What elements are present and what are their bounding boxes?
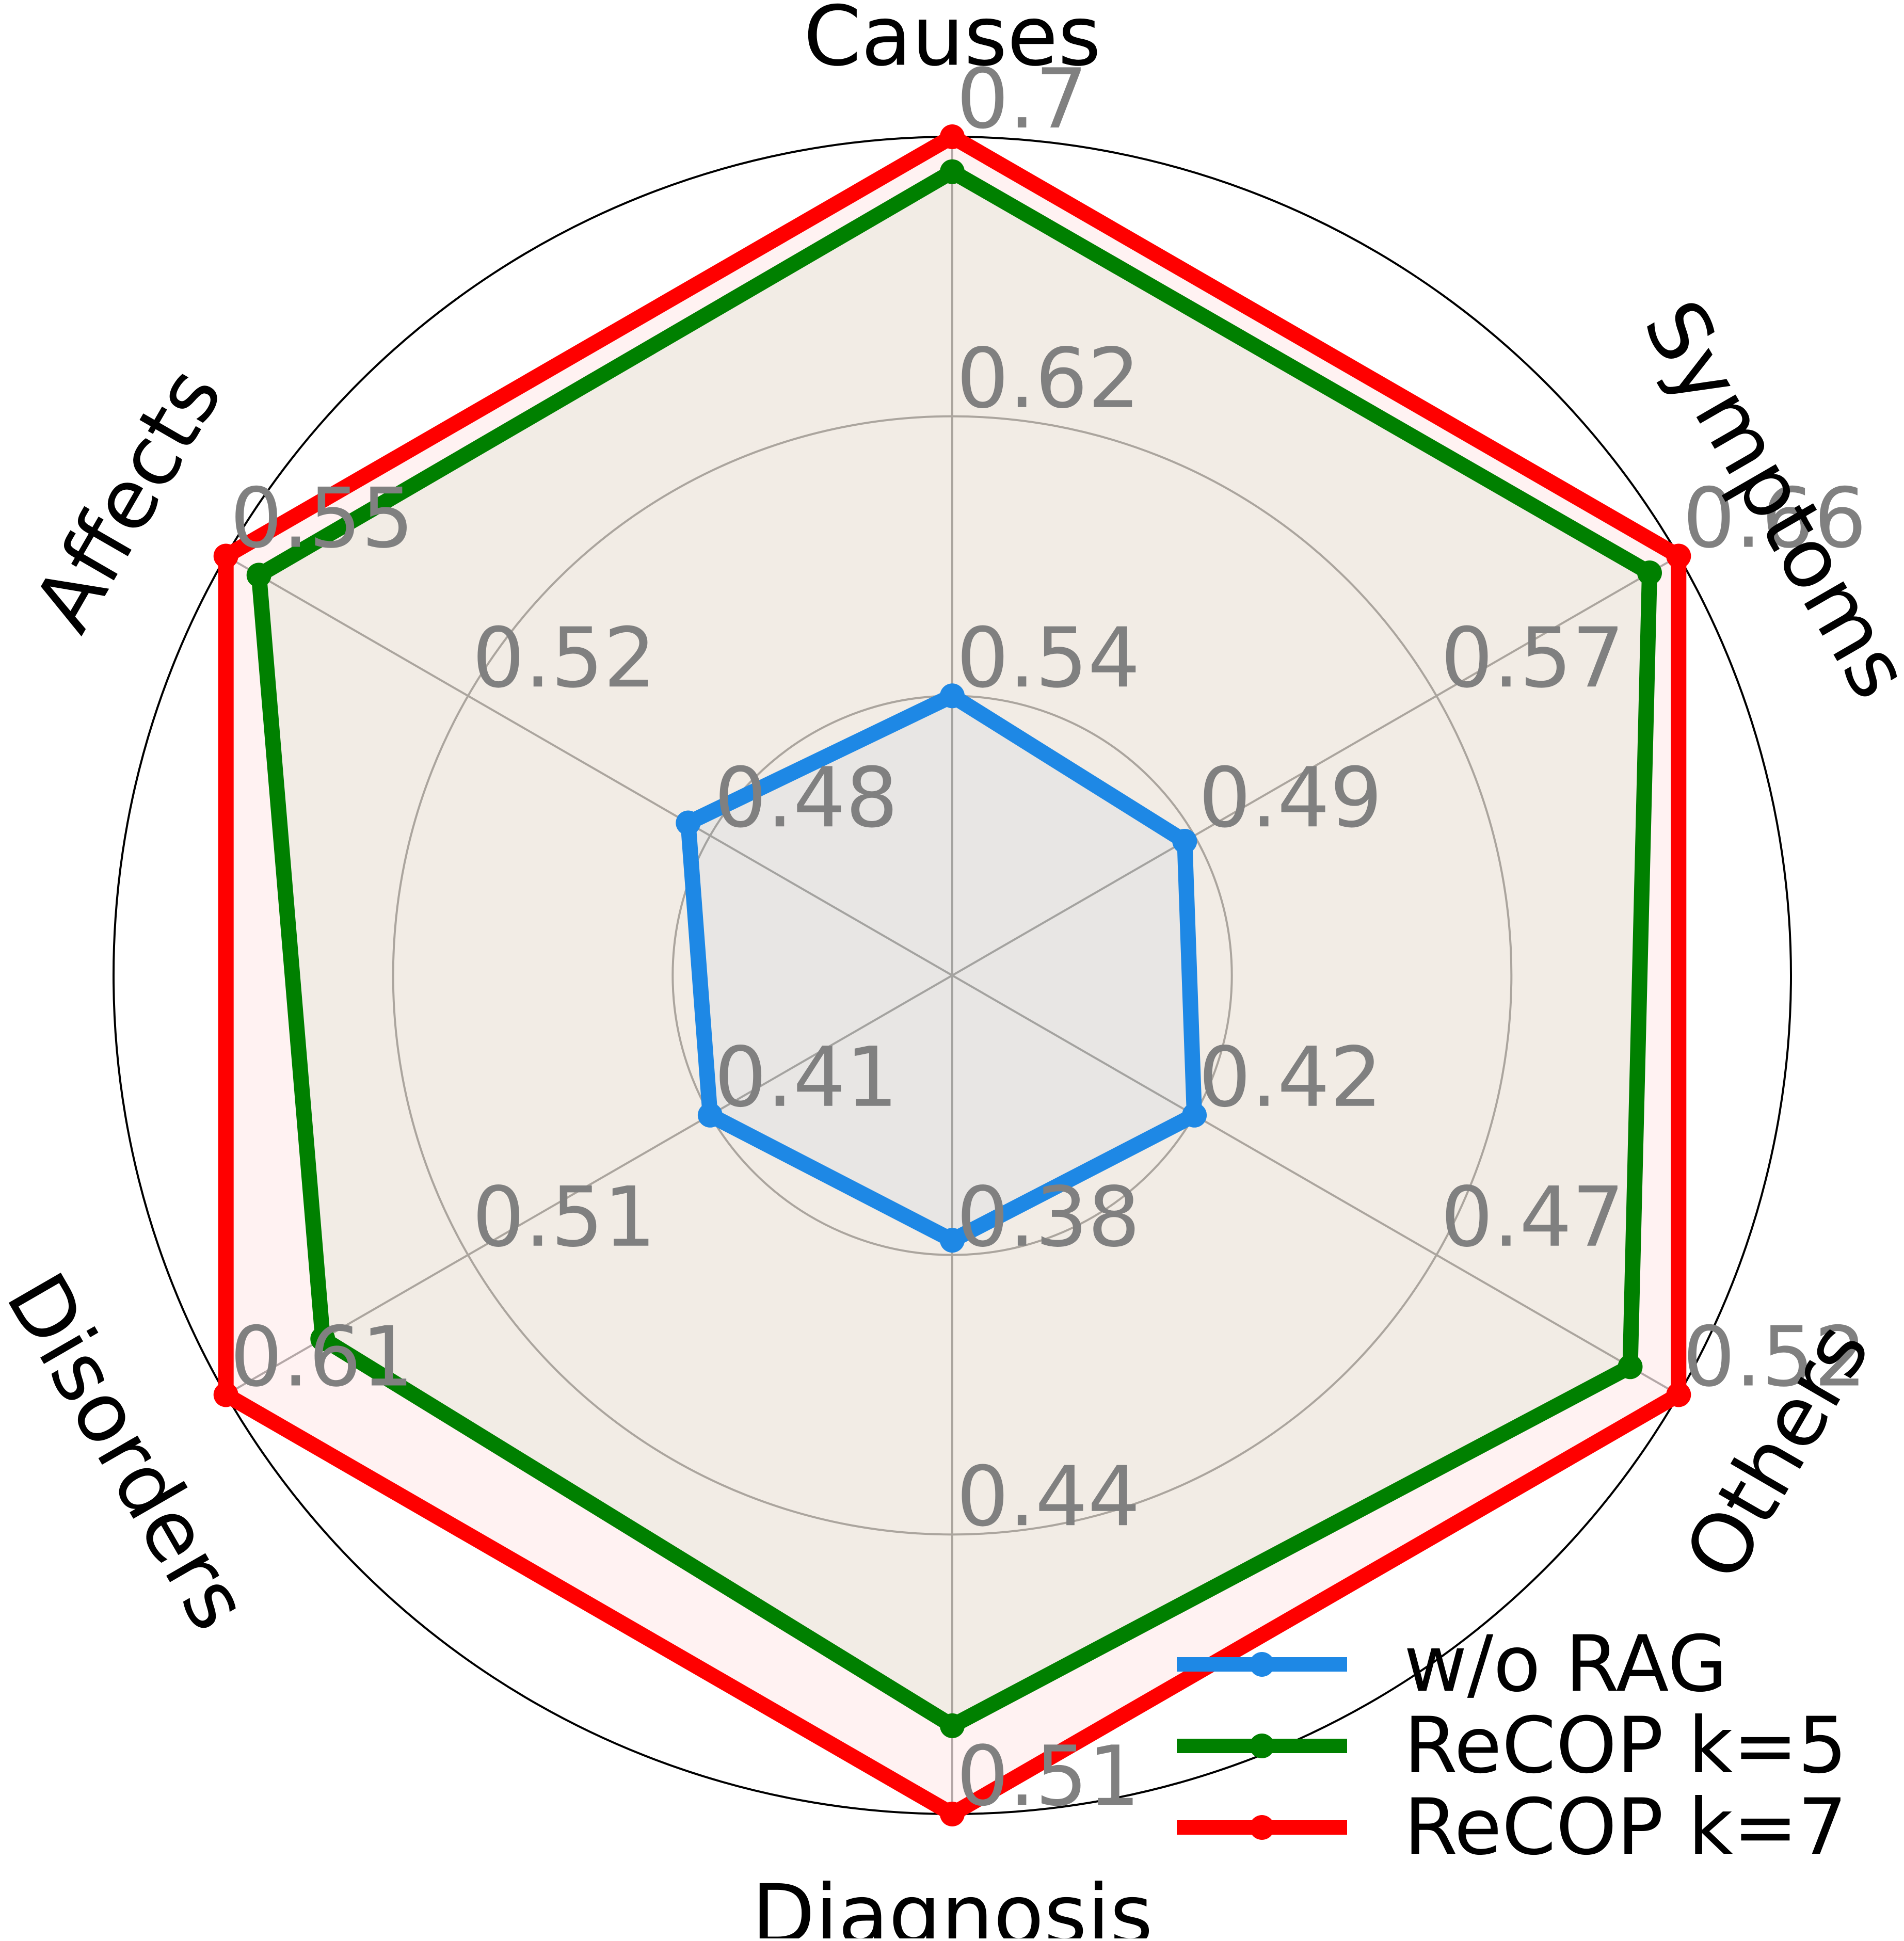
tick-label: 0.49	[1198, 749, 1382, 846]
legend-label-w-o-rag: w/o RAG	[1404, 1619, 1727, 1709]
series-fill-recop-k-5	[259, 171, 1650, 1726]
tick-label: 0.52	[472, 609, 656, 706]
series-point-recop-k-5-disorders	[310, 1326, 335, 1352]
tick-label: 0.55	[230, 470, 414, 567]
tick-label: 0.52	[1683, 1309, 1866, 1405]
tick-label: 0.51	[472, 1169, 656, 1265]
tick-label: 0.54	[956, 609, 1140, 706]
series-point-recop-k-7-others	[1666, 1382, 1691, 1407]
series-point-recop-k-7-symptoms	[1666, 543, 1691, 569]
series-point-recop-k-7-causes	[940, 124, 965, 149]
legend-marker-recop-k-5	[1250, 1734, 1274, 1758]
series-point-w-o-rag-diagnosis	[940, 1228, 965, 1253]
series-point-recop-k-7-disorders	[213, 1382, 238, 1407]
tick-label: 0.48	[714, 749, 898, 846]
tick-label: 0.41	[714, 1029, 898, 1126]
spoke-affects	[225, 555, 953, 976]
tick-label: 0.51	[956, 1728, 1140, 1824]
series-lines	[213, 124, 1691, 1826]
series-point-w-o-rag-disorders	[697, 1102, 723, 1128]
axis-label-causes: Causes	[804, 0, 1101, 85]
series-point-recop-k-5-symptoms	[1637, 560, 1662, 585]
tick-label: 0.57	[1441, 609, 1624, 706]
series-point-recop-k-5-others	[1618, 1354, 1643, 1379]
tick-label: 0.66	[1683, 470, 1866, 567]
tick-label: 0.38	[956, 1169, 1140, 1265]
tick-label: 0.7	[956, 51, 1087, 147]
legend-label-recop-k-5: ReCOP k=5	[1404, 1701, 1847, 1791]
series-fill-w-o-rag	[688, 696, 1195, 1241]
axis-label-affects: Affects	[14, 352, 241, 647]
series-point-recop-k-7-diagnosis	[940, 1802, 965, 1826]
series-point-recop-k-7-affects	[213, 543, 238, 569]
tick-label: 0.42	[1198, 1029, 1382, 1126]
series-fill-recop-k-7	[226, 137, 1679, 1814]
series-fills	[226, 137, 1679, 1814]
axis-label-diagnosis: Diagnosis	[751, 1867, 1153, 1939]
series-point-recop-k-5-causes	[940, 159, 965, 184]
series-point-recop-k-5-affects	[246, 563, 271, 588]
tick-label: 0.61	[230, 1309, 414, 1405]
series-point-w-o-rag-causes	[940, 683, 965, 709]
series-point-w-o-rag-others	[1182, 1102, 1207, 1128]
series-point-recop-k-5-diagnosis	[940, 1713, 965, 1738]
series-point-w-o-rag-affects	[676, 810, 701, 836]
series-point-w-o-rag-symptoms	[1172, 829, 1197, 854]
tick-label: 0.47	[1441, 1169, 1624, 1265]
spoke-others	[951, 974, 1679, 1396]
tick-labels: 0.54 0.62 0.7 0.49 0.57 0.66 0.42 0.47 0.52 0.38 0…	[230, 51, 1867, 1824]
legend-marker-recop-k-7	[1250, 1815, 1274, 1840]
legend-label-recop-k-7: ReCOP k=7	[1404, 1783, 1847, 1872]
tick-label: 0.44	[956, 1448, 1140, 1545]
spoke-disorders	[225, 974, 953, 1396]
tick-label: 0.62	[956, 330, 1140, 427]
spoke-symptoms	[951, 555, 1679, 976]
legend-marker-w-o-rag	[1250, 1652, 1274, 1677]
